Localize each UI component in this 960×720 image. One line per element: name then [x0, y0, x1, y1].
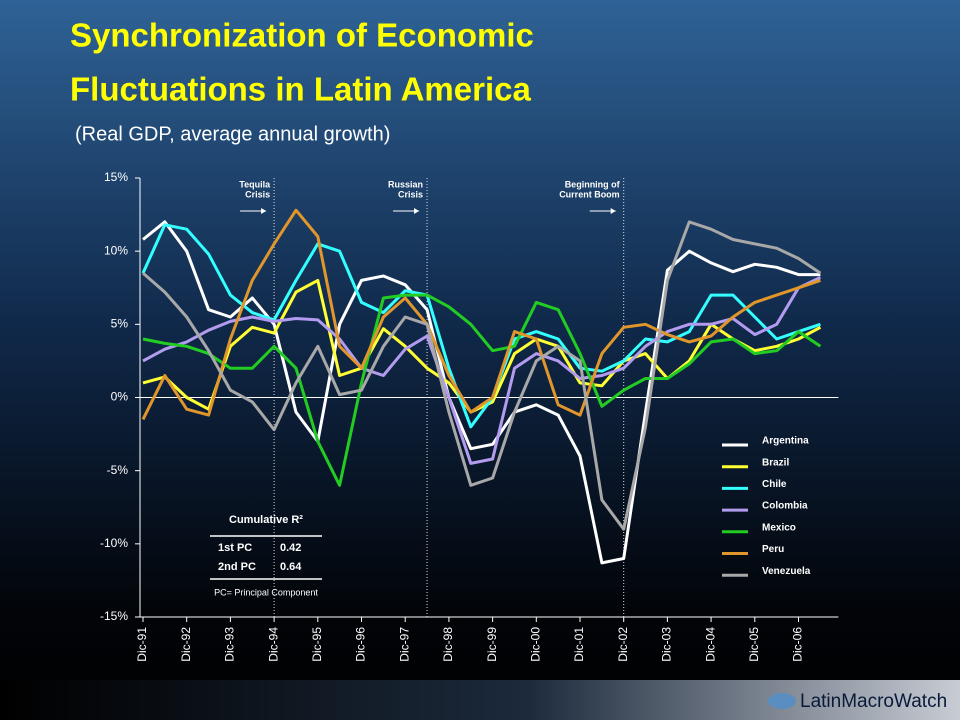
inset-cell: 0.64 — [280, 561, 302, 573]
x-tick-label: Dic-99 — [485, 627, 499, 662]
logo-icon — [768, 693, 796, 709]
logo-text: LatinMacroWatch — [800, 691, 947, 712]
inset-cell: 2nd PC — [218, 561, 256, 573]
inset-title: Cumulative R² — [229, 514, 303, 526]
title-line: Fluctuations in Latin America — [70, 71, 531, 108]
y-tick-label: 15% — [104, 170, 128, 184]
x-tick-label: Dic-04 — [703, 627, 717, 662]
x-tick-label: Dic-97 — [397, 627, 411, 662]
annotation-text: Current Boom — [559, 189, 620, 199]
series-line — [141, 223, 821, 429]
x-tick-label: Dic-95 — [310, 627, 324, 662]
annotation-text: Beginning of — [565, 179, 621, 189]
x-tick-label: Dic-01 — [572, 627, 586, 662]
subtitle: (Real GDP, average annual growth) — [75, 123, 390, 145]
series-line — [142, 293, 822, 487]
x-tick-label: Dic-93 — [223, 627, 237, 662]
x-tick-label: Dic-02 — [616, 627, 630, 662]
inset-note: PC= Principal Component — [214, 587, 318, 597]
series-line — [141, 208, 821, 421]
series-line — [142, 220, 821, 565]
x-tick-label: Dic-91 — [135, 627, 149, 662]
x-tick-label: Dic-94 — [266, 627, 280, 662]
annotation-text: Russian — [388, 179, 423, 189]
footer-band — [0, 680, 960, 720]
x-tick-label: Dic-05 — [747, 627, 761, 662]
x-tick-label: Dic-06 — [791, 627, 805, 662]
series-line — [142, 220, 822, 531]
x-tick-label: Dic-98 — [441, 627, 455, 662]
y-tick-label: 5% — [111, 317, 129, 331]
inset-cell: 1st PC — [218, 542, 252, 554]
series-line — [142, 278, 822, 414]
legend-label: Chile — [762, 479, 787, 490]
x-tick-label: Dic-03 — [660, 627, 674, 662]
legend-label: Venezuela — [762, 566, 811, 577]
x-tick-label: Dic-00 — [528, 627, 542, 662]
annotation-text: Crisis — [398, 189, 423, 199]
title-line: Synchronization of Economic — [70, 17, 534, 54]
y-tick-label: -15% — [100, 609, 128, 623]
y-tick-label: 0% — [111, 390, 129, 404]
annotation-text: Crisis — [245, 189, 270, 199]
legend-label: Argentina — [762, 436, 809, 447]
inset: Cumulative R² 1st PC 0.42 2nd PC 0.64 PC… — [210, 514, 322, 597]
x-tick-label: Dic-96 — [354, 627, 368, 662]
annotation-text: Tequila — [239, 179, 271, 189]
legend-label: Mexico — [762, 522, 796, 533]
series-line — [142, 276, 822, 465]
annotation-arrowhead — [610, 208, 616, 214]
legend-label: Brazil — [762, 457, 789, 468]
x-tick-label: Dic-92 — [179, 627, 193, 662]
annotation-arrowhead — [414, 208, 420, 214]
legend-label: Peru — [762, 544, 784, 555]
annotation-arrowhead — [261, 208, 267, 214]
y-tick-label: 10% — [104, 243, 128, 257]
y-tick-label: -10% — [100, 536, 128, 550]
y-tick-label: -5% — [107, 463, 129, 477]
inset-cell: 0.42 — [280, 542, 301, 554]
legend-label: Colombia — [762, 501, 808, 512]
